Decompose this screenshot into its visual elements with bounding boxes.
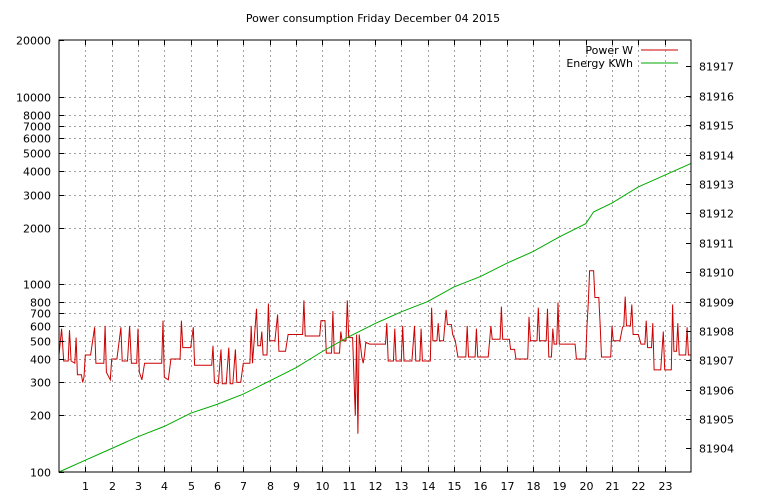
y-left-tick-label: 1000 [23, 279, 51, 292]
y-left-tick-label: 7000 [23, 121, 51, 134]
y-left-tick-label: 3000 [23, 190, 51, 203]
series-line-power-w [58, 270, 691, 434]
x-tick-label: 17 [501, 480, 515, 493]
x-tick-label: 7 [240, 480, 247, 493]
tick-layer: 1 2 3 4 5 6 7 8 9 10 11 12 13 14 15 16 17 18 19 20 21 22 23100… [16, 35, 734, 494]
legend-label: Energy KWh [566, 57, 633, 70]
y-right-tick-label: 81914 [699, 150, 734, 163]
y-left-tick-label: 6000 [23, 133, 51, 146]
y-right-tick-label: 81905 [699, 414, 734, 427]
x-tick-label: 6 [214, 480, 221, 493]
x-tick-label: 1 [82, 480, 89, 493]
x-tick-label: 21 [606, 480, 620, 493]
y-left-tick-label: 2000 [23, 223, 51, 236]
x-tick-label: 9 [293, 480, 300, 493]
y-left-tick-label: 800 [30, 297, 51, 310]
y-right-tick-label: 81910 [699, 267, 734, 280]
x-tick-label: 15 [448, 480, 462, 493]
y-right-tick-label: 81909 [699, 297, 734, 310]
x-tick-label: 13 [395, 480, 409, 493]
x-tick-label: 11 [343, 480, 357, 493]
y-left-tick-label: 600 [30, 321, 51, 334]
y-right-tick-label: 81915 [699, 120, 734, 133]
x-tick-label: 4 [161, 480, 168, 493]
y-left-tick-label: 400 [30, 354, 51, 367]
y-left-tick-label: 4000 [23, 166, 51, 179]
y-right-tick-label: 81904 [699, 443, 734, 456]
y-left-tick-label: 100 [30, 467, 51, 480]
x-tick-label: 14 [422, 480, 436, 493]
x-tick-label: 3 [135, 480, 142, 493]
y-left-tick-label: 20000 [16, 35, 51, 48]
y-left-tick-label: 500 [30, 336, 51, 349]
x-tick-label: 2 [109, 480, 116, 493]
x-tick-label: 23 [659, 480, 673, 493]
x-tick-label: 12 [369, 480, 383, 493]
x-tick-label: 20 [580, 480, 594, 493]
y-right-tick-label: 81908 [699, 326, 734, 339]
x-tick-label: 19 [553, 480, 567, 493]
y-left-tick-label: 700 [30, 308, 51, 321]
y-right-tick-label: 81912 [699, 208, 734, 221]
y-right-tick-label: 81917 [699, 61, 734, 74]
y-left-tick-label: 300 [30, 377, 51, 390]
y-left-tick-label: 8000 [23, 110, 51, 123]
y-left-tick-label: 200 [30, 410, 51, 423]
x-tick-label: 10 [316, 480, 330, 493]
x-tick-label: 18 [527, 480, 541, 493]
y-right-tick-label: 81907 [699, 355, 734, 368]
series-layer [58, 162, 692, 473]
x-tick-label: 8 [267, 480, 274, 493]
y-left-tick-label: 10000 [16, 92, 51, 105]
legend-label: Power W [585, 44, 633, 57]
y-right-tick-label: 81906 [699, 385, 734, 398]
x-tick-label: 5 [188, 480, 195, 493]
x-tick-label: 16 [474, 480, 488, 493]
x-tick-label: 22 [632, 480, 646, 493]
y-right-tick-label: 81911 [699, 238, 734, 251]
y-right-tick-label: 81913 [699, 179, 734, 192]
y-left-tick-label: 5000 [23, 148, 51, 161]
series-line-energy-kwh [58, 162, 692, 473]
chart-title: Power consumption Friday December 04 201… [246, 12, 500, 25]
grid-layer [59, 40, 691, 472]
y-right-tick-label: 81916 [699, 91, 734, 104]
